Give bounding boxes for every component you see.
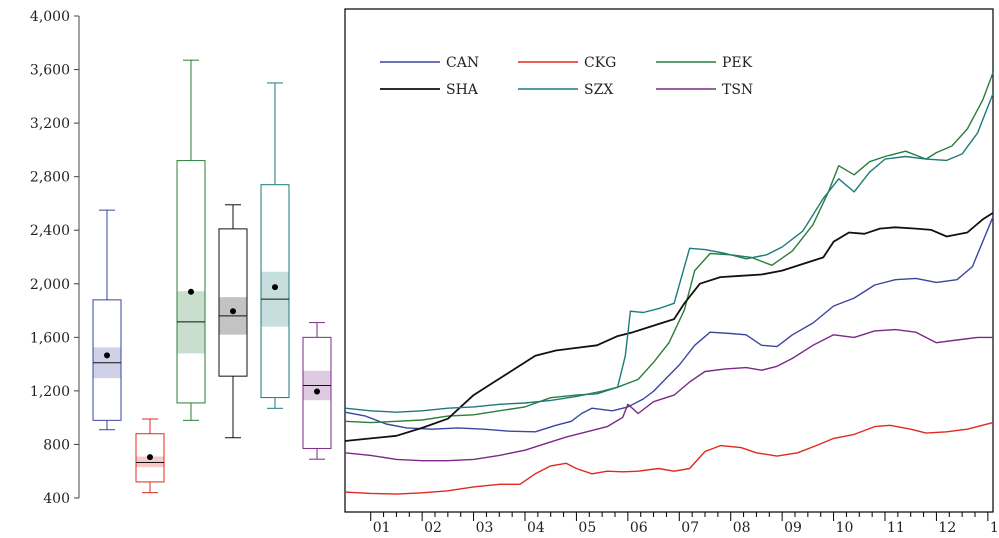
- legend-item-ckg: CKG: [518, 55, 616, 71]
- line-plot-x-axis: 01 02 03 04 05 06 07 08 09 10 11 12 13: [370, 512, 999, 536]
- x-tick-label: 11: [887, 520, 905, 536]
- x-tick-label: 13: [990, 520, 999, 536]
- median-confidence-band: [136, 456, 164, 468]
- x-tick-label: 03: [476, 520, 494, 536]
- y-tick-label: 800: [43, 437, 70, 453]
- legend-label: CAN: [446, 55, 479, 71]
- y-tick-label: 1,600: [30, 330, 70, 346]
- x-tick-label: 07: [681, 520, 699, 536]
- box-sha: [218, 204, 248, 439]
- series-line-can: [344, 216, 994, 433]
- x-tick-label: 10: [836, 520, 854, 536]
- legend-label: SZX: [584, 82, 613, 98]
- line-plot-frame: [344, 8, 994, 513]
- legend-label: CKG: [584, 55, 616, 71]
- box-ckg: [135, 418, 165, 494]
- y-tick-label: 1,200: [30, 384, 70, 400]
- mean-dot: [230, 308, 236, 315]
- series-line-szx: [344, 93, 994, 413]
- mean-dot: [188, 288, 194, 295]
- mean-dot: [147, 454, 153, 461]
- x-tick-label: 09: [784, 520, 802, 536]
- mean-dot: [272, 284, 278, 291]
- chart-legend: CAN CKG PEK SHA SZX TSN: [380, 55, 753, 98]
- legend-label: SHA: [446, 82, 479, 98]
- legend-label: PEK: [722, 55, 753, 71]
- y-tick-label: 2,000: [30, 277, 70, 293]
- y-tick-label: 3,200: [30, 116, 70, 132]
- series-line-tsn: [344, 328, 993, 462]
- legend-item-tsn: TSN: [656, 82, 753, 98]
- mean-dot: [104, 352, 110, 359]
- x-tick-label: 12: [938, 520, 956, 536]
- iqr-box: [260, 184, 290, 399]
- y-tick-label: 2,400: [30, 223, 70, 239]
- legend-item-szx: SZX: [518, 82, 613, 98]
- y-tick-label: 2,800: [30, 170, 70, 186]
- boxplot-y-axis: 400 800 1,200 1,600 2,000 2,400 2,800 3,200 3,60…: [30, 9, 80, 507]
- plot-border: [344, 8, 994, 513]
- legend-item-sha: SHA: [380, 82, 479, 98]
- legend-item-pek: PEK: [656, 55, 753, 71]
- iqr-box: [218, 228, 248, 377]
- x-tick-label: 05: [578, 520, 596, 536]
- y-tick-label: 4,000: [30, 9, 70, 25]
- box-szx: [260, 82, 290, 409]
- boxplot-panel: [92, 59, 332, 494]
- y-tick-label: 3,600: [30, 63, 70, 79]
- x-tick-label: 06: [630, 520, 648, 536]
- series-line-pek: [344, 72, 994, 424]
- box-can: [92, 209, 122, 431]
- x-tick-label: 08: [733, 520, 751, 536]
- line-plot-series: [344, 72, 994, 495]
- x-tick-label: 04: [527, 520, 545, 536]
- series-line-sha: [344, 212, 994, 442]
- legend-item-can: CAN: [380, 55, 479, 71]
- iqr-box: [92, 299, 122, 421]
- iqr-box: [176, 160, 206, 404]
- legend-label: TSN: [722, 82, 753, 98]
- mean-dot: [314, 388, 320, 395]
- series-line-ckg: [344, 421, 994, 495]
- x-tick-label: 02: [424, 520, 442, 536]
- x-tick-label: 01: [373, 520, 391, 536]
- box-tsn: [302, 322, 332, 460]
- box-pek: [176, 59, 206, 421]
- y-tick-label: 400: [43, 491, 70, 507]
